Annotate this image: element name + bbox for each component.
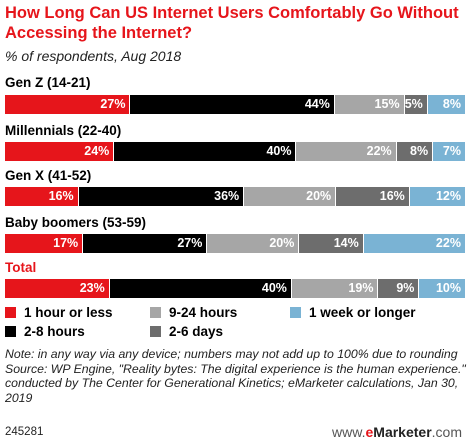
chart-title: How Long Can US Internet Users Comfortab… xyxy=(5,4,459,42)
legend-label: 1 week or longer xyxy=(309,305,416,320)
bar-segment: 5% xyxy=(404,95,428,114)
data-label: 5% xyxy=(404,97,423,111)
chart-id: 245281 xyxy=(5,426,44,438)
legend-item: 1 week or longer xyxy=(290,305,416,320)
bar-segment: 16% xyxy=(336,187,410,206)
data-label: 36% xyxy=(214,189,240,203)
data-label: 8% xyxy=(442,97,461,111)
data-label: 24% xyxy=(84,144,110,158)
legend-swatch xyxy=(150,307,161,318)
bar-row: 23% 40% 19% 9% 10% xyxy=(5,279,465,298)
notes: Note: in any way via any device; numbers… xyxy=(5,347,467,405)
data-label: 20% xyxy=(269,236,295,250)
bar-row: 17% 27% 20% 14% 22% xyxy=(5,234,465,253)
bar-segment: 14% xyxy=(299,234,364,253)
bar-segment: 40% xyxy=(109,279,292,298)
legend-item: 1 hour or less xyxy=(5,305,113,320)
data-label: 19% xyxy=(348,281,374,295)
bar-segment: 19% xyxy=(291,279,379,298)
data-label: 9% xyxy=(396,281,415,295)
data-label: 23% xyxy=(79,281,105,295)
bar-segment: 17% xyxy=(5,234,84,253)
chart-subtitle: % of respondents, Aug 2018 xyxy=(5,48,182,64)
bar-segment: 44% xyxy=(130,95,335,114)
data-label: 27% xyxy=(100,97,126,111)
legend-item: 9-24 hours xyxy=(150,305,237,320)
category-label: Gen X (41-52) xyxy=(5,168,92,183)
bar-segment: 40% xyxy=(114,142,297,161)
legend-label: 2-8 hours xyxy=(24,324,85,339)
category-label: Baby boomers (53-59) xyxy=(5,215,147,230)
data-label: 22% xyxy=(366,144,392,158)
legend-swatch xyxy=(150,326,161,337)
bar-segment: 8% xyxy=(396,142,434,161)
bar-segment: 23% xyxy=(5,279,110,298)
data-label: 7% xyxy=(442,144,461,158)
source-text: Source: WP Engine, "Reality bytes: The d… xyxy=(5,361,466,405)
bar-row: 16% 36% 20% 16% 12% xyxy=(5,187,465,206)
bar-segment: 27% xyxy=(5,95,131,114)
bar-segment: 12% xyxy=(409,187,465,206)
bar-segment: 10% xyxy=(419,279,465,298)
bar-segment: 20% xyxy=(244,187,337,206)
bar-segment: 22% xyxy=(296,142,397,161)
data-label: 17% xyxy=(53,236,79,250)
data-label: 44% xyxy=(304,97,330,111)
bar-segment: 22% xyxy=(363,234,465,253)
data-label: 14% xyxy=(333,236,359,250)
bar-segment: 8% xyxy=(427,95,465,114)
data-label: 12% xyxy=(435,189,461,203)
bar-segment: 16% xyxy=(5,187,79,206)
bar-row: 27% 44% 15% 5% 8% xyxy=(5,95,465,114)
data-label: 27% xyxy=(177,236,203,250)
legend-label: 9-24 hours xyxy=(169,305,238,320)
bar-segment: 9% xyxy=(378,279,420,298)
note-text: Note: in any way via any device; numbers… xyxy=(5,347,458,361)
emarketer-logo: www.eMarketer.com xyxy=(332,424,462,440)
legend-swatch xyxy=(290,307,301,318)
data-label: 40% xyxy=(261,281,287,295)
bar-segment: 7% xyxy=(433,142,465,161)
bar-segment: 24% xyxy=(5,142,115,161)
legend-swatch xyxy=(5,326,16,337)
bar-segment: 20% xyxy=(207,234,300,253)
data-label: 40% xyxy=(266,144,292,158)
category-label: Total xyxy=(5,260,37,275)
data-label: 10% xyxy=(435,281,461,295)
legend-item: 2-8 hours xyxy=(5,324,85,339)
legend-item: 2-6 days xyxy=(150,324,223,339)
legend-label: 1 hour or less xyxy=(24,305,113,320)
bar-segment: 27% xyxy=(83,234,208,253)
category-label: Gen Z (14-21) xyxy=(5,75,91,90)
data-label: 8% xyxy=(410,144,429,158)
bar-row: 24% 40% 22% 8% 7% xyxy=(5,142,465,161)
legend-label: 2-6 days xyxy=(169,324,224,339)
data-label: 22% xyxy=(435,236,461,250)
data-label: 16% xyxy=(48,189,74,203)
data-label: 20% xyxy=(306,189,332,203)
bar-segment: 15% xyxy=(334,95,405,114)
bar-segment: 36% xyxy=(78,187,245,206)
data-label: 15% xyxy=(374,97,400,111)
category-label: Millennials (22-40) xyxy=(5,123,122,138)
data-label: 16% xyxy=(379,189,405,203)
legend-swatch xyxy=(5,307,16,318)
